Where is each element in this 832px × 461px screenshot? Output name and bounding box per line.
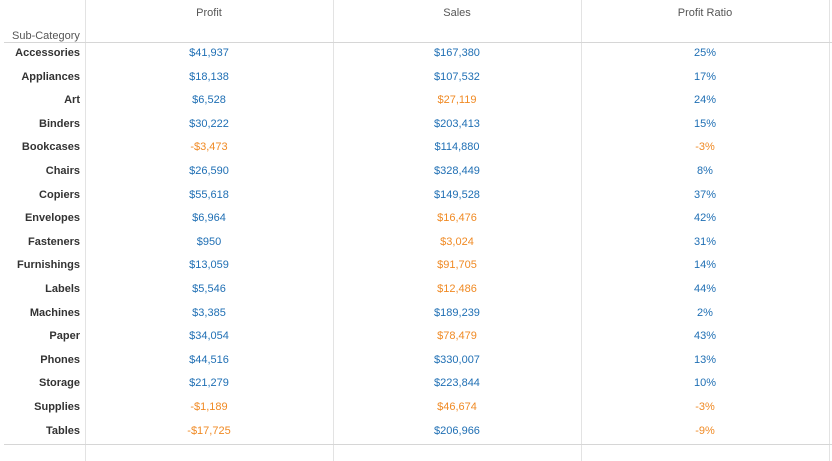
table-row: Supplies -$1,189 $46,674 -3% bbox=[0, 396, 832, 420]
cell-sales[interactable]: $223,844 bbox=[434, 377, 480, 390]
column-header-profit[interactable]: Profit bbox=[196, 7, 222, 19]
row-label[interactable]: Phones bbox=[40, 353, 80, 366]
table-row: Binders $30,222 $203,413 15% bbox=[0, 113, 832, 137]
cell-sales[interactable]: $330,007 bbox=[434, 353, 480, 366]
table-row: Machines $3,385 $189,239 2% bbox=[0, 302, 832, 326]
cell-profit-ratio[interactable]: 24% bbox=[693, 94, 717, 107]
table-row: Envelopes $6,964 $16,476 42% bbox=[0, 207, 832, 231]
cell-profit[interactable]: -$3,473 bbox=[190, 141, 228, 154]
row-dimension-label[interactable]: Sub-Category bbox=[12, 30, 80, 42]
cell-sales[interactable]: $3,024 bbox=[440, 235, 474, 248]
gridline-vertical bbox=[333, 0, 334, 461]
cell-sales[interactable]: $78,479 bbox=[437, 330, 477, 343]
gridline-vertical bbox=[85, 0, 86, 461]
cell-profit[interactable]: $950 bbox=[196, 235, 222, 248]
table-row: Art $6,528 $27,119 24% bbox=[0, 89, 832, 113]
row-label[interactable]: Envelopes bbox=[24, 212, 80, 225]
cell-sales[interactable]: $16,476 bbox=[437, 212, 477, 225]
cell-profit[interactable]: $18,138 bbox=[189, 70, 229, 83]
row-label[interactable]: Chairs bbox=[45, 164, 80, 177]
row-label[interactable]: Paper bbox=[49, 330, 80, 343]
cell-sales[interactable]: $203,413 bbox=[434, 117, 480, 130]
cell-sales[interactable]: $167,380 bbox=[434, 47, 480, 59]
table-row: Appliances $18,138 $107,532 17% bbox=[0, 66, 832, 90]
column-header-profit-ratio[interactable]: Profit Ratio bbox=[677, 7, 733, 19]
cell-profit[interactable]: $26,590 bbox=[189, 164, 229, 177]
cell-profit[interactable]: -$17,725 bbox=[187, 424, 231, 437]
cell-profit-ratio[interactable]: 17% bbox=[693, 70, 717, 83]
row-label[interactable]: Appliances bbox=[21, 70, 80, 83]
cell-profit[interactable]: $30,222 bbox=[189, 117, 229, 130]
cell-profit[interactable]: $44,516 bbox=[189, 353, 229, 366]
table-row: Phones $44,516 $330,007 13% bbox=[0, 349, 832, 373]
cell-sales[interactable]: $46,674 bbox=[437, 400, 477, 413]
cell-profit-ratio[interactable]: 10% bbox=[693, 377, 717, 390]
table-row: Copiers $55,618 $149,528 37% bbox=[0, 184, 832, 208]
table-row: Paper $34,054 $78,479 43% bbox=[0, 325, 832, 349]
table-body: Accessories $41,937 $167,380 25% Appliances $… bbox=[0, 42, 832, 443]
cell-profit-ratio[interactable]: -9% bbox=[695, 424, 715, 437]
row-label[interactable]: Accessories bbox=[15, 47, 80, 59]
table-row: Fasteners $950 $3,024 31% bbox=[0, 231, 832, 255]
row-label[interactable]: Copiers bbox=[39, 188, 80, 201]
cell-sales[interactable]: $328,449 bbox=[434, 164, 480, 177]
table-row: Tables -$17,725 $206,966 -9% bbox=[0, 420, 832, 444]
cell-profit-ratio[interactable]: 43% bbox=[693, 330, 717, 343]
cell-sales[interactable]: $114,880 bbox=[434, 141, 480, 154]
column-header-sales[interactable]: Sales bbox=[443, 7, 471, 19]
cell-profit[interactable]: $6,964 bbox=[192, 212, 226, 225]
gridline-vertical bbox=[829, 0, 830, 461]
row-label[interactable]: Machines bbox=[29, 306, 80, 319]
table-row: Bookcases -$3,473 $114,880 -3% bbox=[0, 136, 832, 160]
header-divider bbox=[4, 42, 832, 43]
cell-profit-ratio[interactable]: 42% bbox=[693, 212, 717, 225]
row-label[interactable]: Furnishings bbox=[17, 259, 80, 272]
cell-profit[interactable]: $5,546 bbox=[192, 282, 226, 295]
cell-profit[interactable]: $55,618 bbox=[189, 188, 229, 201]
cell-profit-ratio[interactable]: 15% bbox=[693, 117, 717, 130]
cell-profit[interactable]: -$1,189 bbox=[190, 400, 228, 413]
table-row: Labels $5,546 $12,486 44% bbox=[0, 278, 832, 302]
cell-profit-ratio[interactable]: -3% bbox=[695, 141, 715, 154]
table-row: Chairs $26,590 $328,449 8% bbox=[0, 160, 832, 184]
cell-profit[interactable]: $41,937 bbox=[189, 47, 229, 59]
cell-profit-ratio[interactable]: 13% bbox=[693, 353, 717, 366]
cell-profit[interactable]: $6,528 bbox=[192, 94, 226, 107]
table-row: Furnishings $13,059 $91,705 14% bbox=[0, 254, 832, 278]
row-label[interactable]: Supplies bbox=[34, 400, 80, 413]
row-label[interactable]: Bookcases bbox=[21, 141, 80, 154]
cell-sales[interactable]: $149,528 bbox=[434, 188, 480, 201]
cell-sales[interactable]: $27,119 bbox=[437, 94, 477, 107]
row-label[interactable]: Storage bbox=[39, 377, 80, 390]
cell-sales[interactable]: $91,705 bbox=[437, 259, 477, 272]
footer-divider bbox=[4, 444, 832, 445]
cell-profit-ratio[interactable]: -3% bbox=[695, 400, 715, 413]
gridline-vertical bbox=[581, 0, 582, 461]
cell-profit-ratio[interactable]: 25% bbox=[693, 47, 717, 59]
cell-profit-ratio[interactable]: 31% bbox=[693, 235, 717, 248]
cell-profit[interactable]: $34,054 bbox=[189, 330, 229, 343]
cell-profit[interactable]: $13,059 bbox=[189, 259, 229, 272]
cell-sales[interactable]: $107,532 bbox=[434, 70, 480, 83]
cell-profit[interactable]: $3,385 bbox=[192, 306, 226, 319]
row-label[interactable]: Fasteners bbox=[28, 235, 80, 248]
cell-sales[interactable]: $189,239 bbox=[434, 306, 480, 319]
cell-sales[interactable]: $12,486 bbox=[437, 282, 477, 295]
cell-profit-ratio[interactable]: 2% bbox=[697, 306, 713, 319]
cell-profit-ratio[interactable]: 44% bbox=[693, 282, 717, 295]
table-row: Accessories $41,937 $167,380 25% bbox=[0, 42, 832, 66]
cell-profit[interactable]: $21,279 bbox=[189, 377, 229, 390]
cell-sales[interactable]: $206,966 bbox=[434, 424, 480, 437]
table-row: Storage $21,279 $223,844 10% bbox=[0, 372, 832, 396]
row-label[interactable]: Labels bbox=[45, 282, 80, 295]
row-label[interactable]: Art bbox=[64, 94, 80, 107]
row-label[interactable]: Tables bbox=[45, 424, 80, 437]
cell-profit-ratio[interactable]: 14% bbox=[693, 259, 717, 272]
cell-profit-ratio[interactable]: 37% bbox=[693, 188, 717, 201]
row-label[interactable]: Binders bbox=[39, 117, 80, 130]
cell-profit-ratio[interactable]: 8% bbox=[697, 164, 713, 177]
